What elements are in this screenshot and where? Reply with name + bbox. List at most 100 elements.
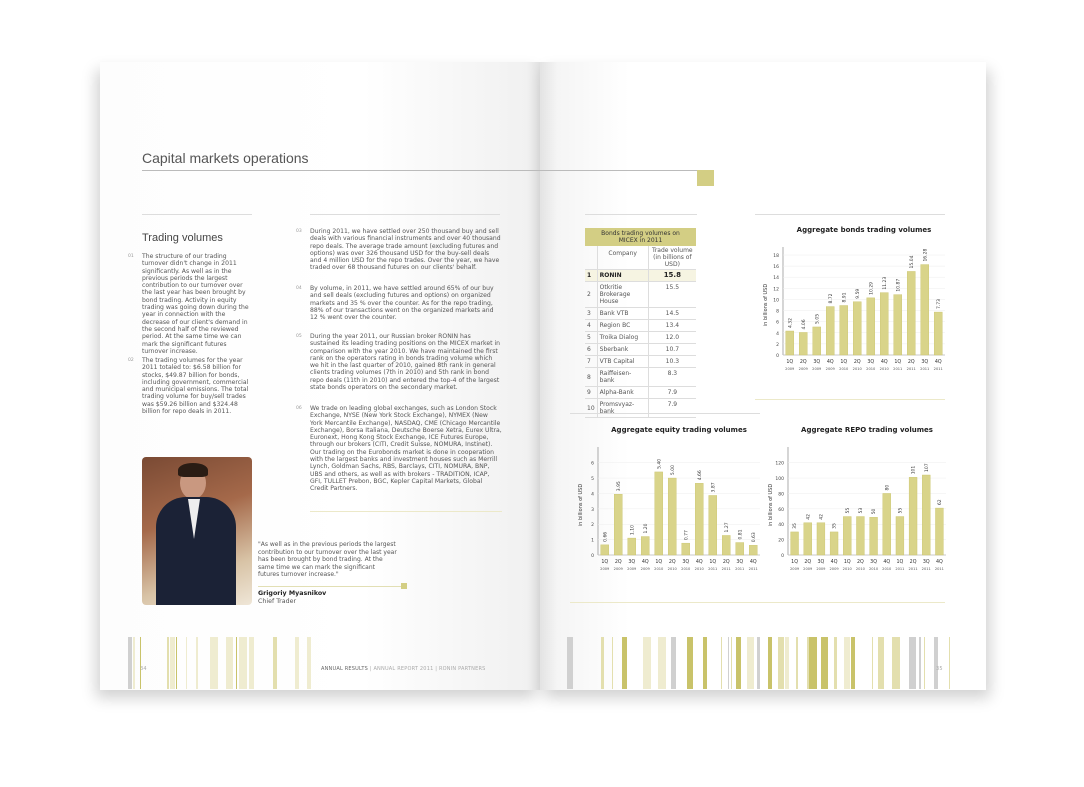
stripe xyxy=(307,637,311,689)
x-tick-label: 3Q xyxy=(682,559,689,565)
data-label: 3.95 xyxy=(616,481,622,491)
cell-volume: 13.4 xyxy=(647,319,696,332)
x-tick-year: 2009 xyxy=(830,567,840,571)
col-company: Company xyxy=(596,246,649,270)
data-label: 42 xyxy=(818,514,824,520)
y-tick-label: 8 xyxy=(776,309,779,315)
bar xyxy=(803,522,812,556)
y-axis-label: in billions of USD xyxy=(768,484,774,527)
cell-volume: 8.3 xyxy=(647,367,696,387)
x-tick-year: 2011 xyxy=(934,367,943,371)
stripe xyxy=(721,637,722,689)
stripe xyxy=(128,637,132,689)
data-label: 35 xyxy=(832,523,838,529)
x-tick-label: 1Q xyxy=(844,559,851,565)
stripe xyxy=(768,637,772,689)
y-tick-label: 5 xyxy=(591,476,594,482)
paragraph-05: 05 During the year 2011, our Russian brok… xyxy=(296,333,502,391)
cell-company: Region BC xyxy=(596,319,649,332)
stripe xyxy=(736,637,741,689)
stripe xyxy=(807,637,809,689)
x-tick-label: 1Q xyxy=(655,559,662,565)
x-tick-label: 1Q xyxy=(786,359,793,365)
stripe xyxy=(731,637,732,689)
x-tick-label: 2Q xyxy=(804,559,811,565)
footer-section: ANNUAL RESULTS xyxy=(321,666,368,672)
data-label: 3.87 xyxy=(710,482,716,492)
decorative-stripes xyxy=(567,637,950,689)
stripe xyxy=(796,637,798,689)
table-row: 3 Bank VTB 14.5 xyxy=(585,307,696,320)
x-tick-year: 2010 xyxy=(843,567,853,571)
x-tick-year: 2009 xyxy=(790,567,800,571)
x-tick-year: 2009 xyxy=(826,367,836,371)
accent-square xyxy=(401,583,407,589)
x-tick-year: 2009 xyxy=(785,367,795,371)
x-tick-year: 2010 xyxy=(880,367,890,371)
cell-rank: 2 xyxy=(585,281,598,308)
stripe xyxy=(133,637,135,689)
footer-company: RONIN PARTNERS xyxy=(438,666,486,672)
x-tick-year: 2011 xyxy=(895,567,904,571)
stripe xyxy=(728,637,729,689)
cell-volume: 7.9 xyxy=(647,398,696,418)
data-label: 107 xyxy=(924,463,930,472)
data-label: 0.63 xyxy=(751,532,757,542)
data-label: 8.72 xyxy=(828,293,834,303)
bonds-table: Bonds trading volumes on MICEX in 2011 C… xyxy=(585,228,696,418)
x-tick-year: 2011 xyxy=(909,567,918,571)
x-tick-year: 2010 xyxy=(853,367,863,371)
data-label: 5.40 xyxy=(656,459,662,469)
data-label: 1.20 xyxy=(643,523,649,533)
bar xyxy=(694,483,704,556)
y-tick-label: 14 xyxy=(773,275,779,281)
cell-volume: 14.5 xyxy=(647,307,696,320)
data-label: 0.66 xyxy=(602,532,608,542)
x-tick-year: 2010 xyxy=(681,567,691,571)
stripe xyxy=(196,637,198,689)
x-tick-label: 1Q xyxy=(709,559,716,565)
x-tick-label: 4Q xyxy=(936,559,943,565)
bar xyxy=(906,271,916,356)
table-header-row: Company Trade volume (in billions of USD) xyxy=(585,246,696,270)
paragraph-06: 06 We trade on leading global exchanges, … xyxy=(296,405,502,493)
bar xyxy=(600,544,610,556)
x-tick-label: 2Q xyxy=(723,559,730,565)
cell-rank: 9 xyxy=(585,386,598,399)
y-tick-label: 3 xyxy=(591,507,594,513)
x-tick-label: 4Q xyxy=(642,559,649,565)
data-label: 50 xyxy=(871,508,877,514)
table-row: 4 Region BC 13.4 xyxy=(585,319,696,332)
decorative-stripes xyxy=(128,637,311,689)
stripe xyxy=(167,637,169,689)
y-tick-label: 100 xyxy=(775,476,784,482)
bar xyxy=(829,531,839,556)
data-label: 55 xyxy=(897,508,903,514)
person-name: Grigoriy Myasnikov xyxy=(258,590,327,597)
data-label: 8.91 xyxy=(841,292,847,302)
y-tick-label: 40 xyxy=(778,522,784,528)
data-label: 1.27 xyxy=(724,522,730,532)
bar xyxy=(843,516,852,556)
y-tick-label: 6 xyxy=(591,461,594,467)
cell-rank: 8 xyxy=(585,367,598,387)
data-label: 5.00 xyxy=(670,465,676,475)
cell-company: VTB Capital xyxy=(596,355,649,368)
x-tick-label: 3Q xyxy=(867,359,874,365)
cell-volume: 15.8 xyxy=(647,269,696,282)
stripe xyxy=(601,637,604,689)
cell-rank: 1 xyxy=(585,269,598,282)
stripe xyxy=(273,637,277,689)
paragraph-03: 03 During 2011, we have settled over 250 … xyxy=(296,228,502,272)
stripe xyxy=(924,637,925,689)
x-tick-label: 3Q xyxy=(813,359,820,365)
x-tick-year: 2009 xyxy=(641,567,651,571)
data-label: 9.59 xyxy=(855,289,861,299)
cell-rank: 6 xyxy=(585,343,598,356)
x-tick-year: 2010 xyxy=(839,367,849,371)
paragraph-04: 04 By volume, in 2011, we have settled ar… xyxy=(296,285,502,321)
stripe xyxy=(612,637,613,689)
table-row: 5 Troika Dialog 12.0 xyxy=(585,331,696,344)
y-tick-label: 2 xyxy=(591,522,594,528)
stripe xyxy=(878,637,884,689)
